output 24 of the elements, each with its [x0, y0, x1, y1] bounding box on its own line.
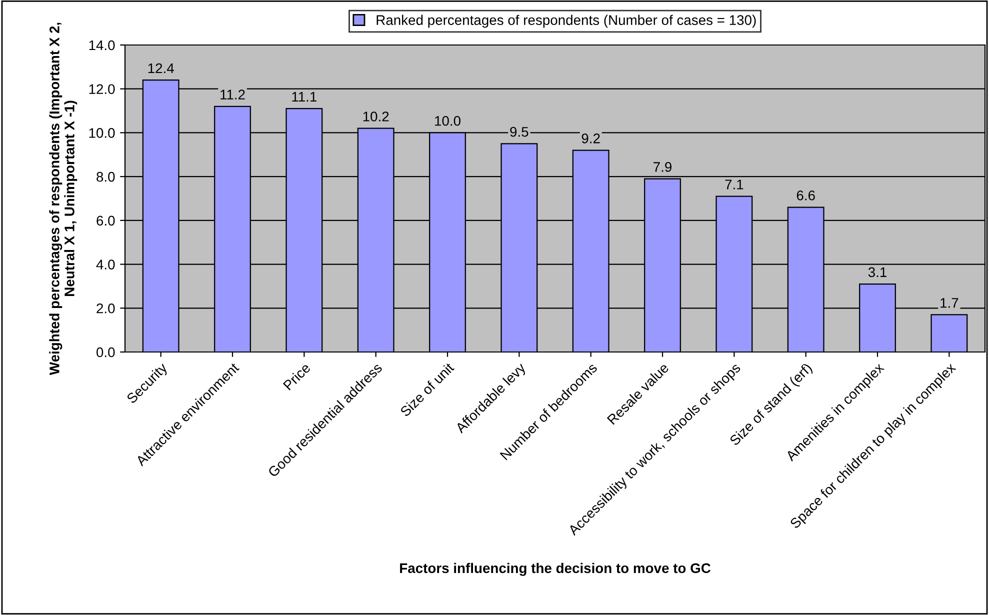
y-tick-label: 14.0	[89, 40, 115, 50]
data-label: 10.2	[363, 112, 389, 122]
data-label: 1.7	[940, 298, 958, 308]
y-axis-title: Weighted percentages of respondents (Important X 2, Neutral X 1, Unimportant X -1)	[49, 22, 78, 376]
y-tick-label: 2.0	[96, 303, 115, 314]
legend-label: Ranked percentages of respondents (Number of cases = 130)	[376, 14, 756, 28]
y-tick-label: 4.0	[96, 260, 115, 270]
data-label: 7.1	[725, 180, 744, 190]
x-tick-label: Size of unit	[399, 362, 455, 418]
data-label: 6.6	[796, 190, 815, 200]
data-label: 12.4	[148, 63, 174, 74]
data-label: 11.1	[292, 92, 316, 102]
data-label: 9.2	[582, 134, 600, 144]
data-label: 10.0	[435, 116, 460, 126]
y-tick-label: 6.0	[96, 216, 115, 226]
x-axis-title: Factors influencing the decision to move to GC	[400, 562, 711, 576]
data-label: 7.9	[654, 162, 672, 172]
y-tick-label: 10.0	[89, 128, 115, 138]
y-tick-label: 0.0	[96, 347, 115, 358]
data-label: 9.5	[510, 126, 528, 137]
data-label: 3.1	[868, 267, 886, 278]
y-tick-label: 12.0	[89, 84, 115, 94]
y-tick-label: 8.0	[96, 172, 115, 182]
data-label: 11.2	[220, 90, 245, 100]
